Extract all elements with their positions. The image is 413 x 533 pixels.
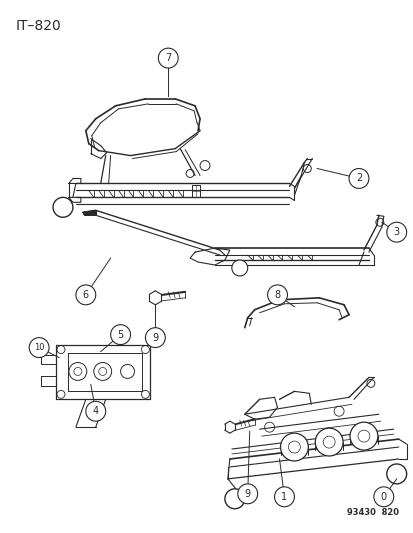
Circle shape	[315, 428, 342, 456]
Circle shape	[53, 197, 73, 217]
Text: 8: 8	[274, 290, 280, 300]
Text: 1: 1	[281, 492, 287, 502]
Circle shape	[145, 328, 165, 348]
Text: IT–820: IT–820	[15, 19, 61, 33]
Polygon shape	[83, 211, 95, 215]
Circle shape	[224, 489, 244, 508]
Text: 0: 0	[380, 492, 386, 502]
Circle shape	[69, 362, 87, 381]
Text: 3: 3	[393, 227, 399, 237]
Text: 5: 5	[117, 329, 123, 340]
Circle shape	[85, 401, 105, 421]
Text: 6: 6	[83, 290, 89, 300]
Circle shape	[158, 48, 178, 68]
Circle shape	[373, 487, 393, 507]
Circle shape	[267, 285, 287, 305]
Text: 10: 10	[34, 343, 44, 352]
Text: 9: 9	[244, 489, 250, 499]
Circle shape	[386, 222, 406, 242]
Text: 93430  820: 93430 820	[346, 508, 398, 516]
Circle shape	[120, 365, 134, 378]
Text: 2: 2	[355, 173, 361, 183]
Text: 9: 9	[152, 333, 158, 343]
Circle shape	[93, 362, 112, 381]
Text: 7: 7	[165, 53, 171, 63]
Circle shape	[274, 487, 294, 507]
Circle shape	[280, 433, 308, 461]
Circle shape	[76, 285, 95, 305]
Circle shape	[231, 260, 247, 276]
Circle shape	[349, 422, 377, 450]
Circle shape	[237, 484, 257, 504]
Circle shape	[110, 325, 130, 345]
Text: 4: 4	[93, 406, 99, 416]
Circle shape	[348, 168, 368, 188]
Circle shape	[386, 464, 406, 484]
Circle shape	[29, 337, 49, 358]
